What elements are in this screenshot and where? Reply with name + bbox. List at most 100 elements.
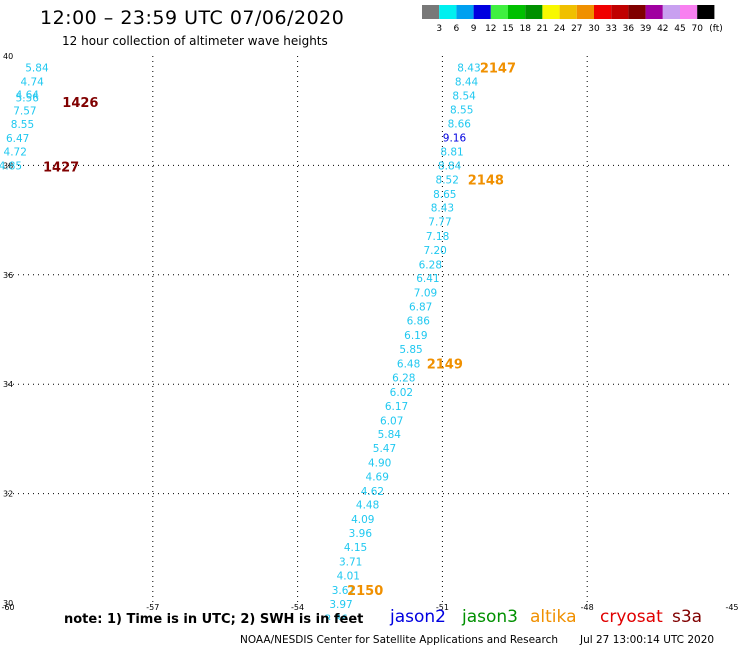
legend-swatch bbox=[611, 5, 629, 19]
altimeter-map: -60 -57 -54 -51 -48 -453032343638405.844.744.… bbox=[0, 52, 739, 620]
swh-value-label: 5.47 bbox=[373, 443, 396, 455]
legend-swatch bbox=[456, 5, 474, 19]
legend-swatch bbox=[697, 5, 715, 19]
legend-swatch bbox=[645, 5, 663, 19]
wave-height-color-legend: 3 6 9 12 15 18 21 24 27 30 33 36 39 42 45 70 (ft) bbox=[422, 5, 723, 34]
swh-value-label: 3.61 bbox=[332, 585, 355, 597]
swh-value-label: 6.28 bbox=[392, 373, 415, 385]
swh-value-label: 4.74 bbox=[20, 77, 44, 89]
legend-tick-label: 15 bbox=[502, 24, 513, 34]
swh-value-label: 8.65 bbox=[433, 189, 456, 201]
swh-value-label: 4.64 bbox=[16, 89, 40, 101]
swh-value-label: 6.19 bbox=[404, 330, 427, 342]
pass-time-label: 2147 bbox=[480, 61, 516, 76]
swh-value-label: 6.87 bbox=[409, 302, 432, 314]
swh-value-label: 8.44 bbox=[455, 77, 479, 89]
legend-tick-label: 9 bbox=[471, 24, 477, 34]
swh-value-label: 6.41 bbox=[416, 273, 439, 285]
legend-swatch bbox=[473, 5, 491, 19]
legend-tick-label: 27 bbox=[571, 24, 582, 34]
satellite-label-jason3: jason3 bbox=[462, 607, 518, 627]
lon-tick-label: -48 bbox=[581, 603, 594, 612]
swh-value-label: 7.20 bbox=[423, 245, 446, 257]
legend-tick-label: 3 bbox=[436, 24, 442, 34]
swh-value-label: 4.15 bbox=[344, 542, 367, 554]
swh-value-label: 5.84 bbox=[378, 429, 402, 441]
lat-tick-label: 38 bbox=[3, 161, 13, 170]
swh-value-label: 3.97 bbox=[329, 599, 352, 611]
swh-value-label: 8.43 bbox=[457, 62, 480, 74]
satellite-label-altika: altika bbox=[530, 607, 577, 627]
legend-swatch bbox=[628, 5, 646, 19]
legend-tick-label: 45 bbox=[674, 24, 685, 34]
swh-value-label: 4.48 bbox=[356, 500, 379, 512]
pass-time-label: 1427 bbox=[43, 160, 79, 175]
legend-tick-label: 18 bbox=[519, 24, 531, 34]
swh-value-label: 8.52 bbox=[436, 175, 459, 187]
swh-value-label: 4.01 bbox=[337, 571, 360, 583]
legend-swatch bbox=[559, 5, 577, 19]
pass-time-label: 2148 bbox=[468, 174, 504, 189]
pass-time-label: 2149 bbox=[427, 357, 463, 372]
legend-swatch bbox=[422, 5, 440, 19]
swh-value-label: 8.84 bbox=[438, 160, 462, 172]
legend-tick-label: 12 bbox=[485, 24, 496, 34]
lat-tick-label: 40 bbox=[3, 52, 13, 61]
lat-tick-label: 32 bbox=[3, 490, 13, 499]
swh-value-label: 8.55 bbox=[11, 119, 34, 131]
legend-swatch bbox=[594, 5, 612, 19]
satellite-label-cryosat: cryosat bbox=[600, 607, 663, 627]
legend-swatch bbox=[439, 5, 457, 19]
lon-tick-label: -45 bbox=[725, 603, 738, 612]
lat-tick-label: 30 bbox=[3, 599, 13, 608]
swh-value-label: 4.85 bbox=[0, 160, 22, 172]
swh-value-label: 6.07 bbox=[380, 415, 403, 427]
legend-tick-label: 70 bbox=[691, 24, 703, 34]
legend-swatch bbox=[508, 5, 526, 19]
footer-timestamp: Jul 27 13:00:14 UTC 2020 bbox=[580, 634, 715, 646]
swh-value-label: 4.09 bbox=[351, 514, 374, 526]
legend-swatch bbox=[542, 5, 560, 19]
legend-tick-label: 36 bbox=[623, 24, 635, 34]
legend-tick-label: 39 bbox=[640, 24, 652, 34]
swh-value-label: 8.54 bbox=[452, 90, 476, 102]
legend-swatch bbox=[576, 5, 594, 19]
note-text: note: 1) Time is in UTC; 2) SWH is in fe… bbox=[64, 612, 364, 627]
swh-value-label: 6.28 bbox=[419, 259, 442, 271]
lat-tick-label: 36 bbox=[3, 271, 13, 280]
swh-value-label: 4.90 bbox=[368, 457, 391, 469]
swh-value-label: 4.72 bbox=[4, 147, 27, 159]
lon-tick-label: -57 bbox=[146, 603, 159, 612]
legend-tick-label: 21 bbox=[537, 24, 548, 34]
lat-tick-label: 34 bbox=[3, 380, 13, 389]
swh-value-label: 8.55 bbox=[450, 105, 473, 117]
swh-value-label: 6.86 bbox=[407, 316, 431, 328]
pass-time-label: 1426 bbox=[62, 96, 98, 111]
satellite-label-s3a: s3a bbox=[672, 607, 703, 627]
swh-value-label: 6.48 bbox=[397, 358, 420, 370]
swh-value-label: 5.85 bbox=[399, 344, 422, 356]
figure-title: 12:00 – 23:59 UTC 07/06/2020 bbox=[40, 7, 345, 29]
swh-value-label: 6.47 bbox=[6, 133, 29, 145]
swh-value-label: 4.62 bbox=[361, 486, 384, 498]
footer-credit: NOAA/NESDIS Center for Satellite Applica… bbox=[240, 634, 558, 646]
swh-value-label: 4.69 bbox=[366, 472, 389, 484]
swh-value-label: 7.09 bbox=[414, 287, 437, 299]
legend-swatch bbox=[680, 5, 698, 19]
swh-value-label: 7.57 bbox=[13, 106, 36, 118]
swh-value-label: 8.66 bbox=[448, 118, 472, 130]
swh-value-label: 7.18 bbox=[426, 231, 449, 243]
swh-value-label: 6.17 bbox=[385, 401, 408, 413]
swh-value-label: 7.77 bbox=[428, 217, 451, 229]
swh-value-label: 3.96 bbox=[349, 528, 373, 540]
swh-value-label: 5.84 bbox=[25, 62, 49, 74]
lon-tick-label: -60 bbox=[1, 603, 14, 612]
lon-tick-label: -51 bbox=[436, 603, 449, 612]
legend-swatch bbox=[662, 5, 680, 19]
legend-tick-label: 30 bbox=[588, 24, 600, 34]
swh-value-label: 8.43 bbox=[431, 203, 454, 215]
legend-tick-label: 42 bbox=[657, 24, 668, 34]
swh-value-label: 8.81 bbox=[440, 147, 463, 159]
legend-swatch bbox=[525, 5, 543, 19]
